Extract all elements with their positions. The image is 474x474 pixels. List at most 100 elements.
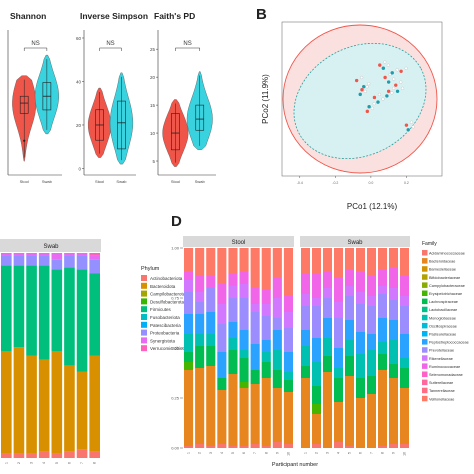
bar-segment (334, 368, 343, 378)
bar-segment (217, 444, 227, 448)
bar-segment (195, 346, 205, 368)
legend-swatch (422, 282, 428, 288)
swab-point (386, 80, 391, 84)
bar-segment (228, 374, 238, 446)
point-label-marker (399, 80, 403, 84)
bar-segment (239, 350, 249, 358)
point-label-marker (392, 77, 396, 81)
violin-title: Faith's PD (154, 11, 195, 21)
bar-segment (400, 358, 409, 368)
bar-segment (261, 362, 271, 378)
legend-swatch (422, 266, 428, 272)
bar-segment (26, 453, 37, 458)
legend-label: Rikenellaceae (429, 357, 453, 361)
bar-segment (217, 248, 227, 284)
point-label-marker (390, 91, 394, 95)
legend-swatch (422, 363, 428, 369)
bar-segment (345, 446, 354, 448)
bar-segment (312, 248, 321, 274)
swab-point (358, 92, 362, 97)
bar-segment (301, 306, 310, 330)
bar-segment (400, 276, 409, 296)
bar-segment (301, 378, 310, 448)
bar-segment (64, 451, 75, 458)
bar-segment (228, 322, 238, 338)
bar-segment (389, 300, 398, 320)
bar-segment (261, 248, 271, 290)
bar-segment (1, 265, 12, 352)
bar-segment (345, 376, 354, 446)
bar-segment (283, 444, 293, 448)
bar-segment (228, 446, 238, 448)
bar-segment (400, 388, 409, 444)
bar-segment (250, 444, 260, 448)
bar-segment (184, 352, 194, 362)
bar-segment (367, 394, 376, 448)
x-tick-label: 0.0 (368, 181, 373, 185)
bar-segment (38, 253, 50, 256)
bar-segment (89, 273, 100, 356)
legend-label: Bacteroidota (150, 284, 176, 289)
point-label-marker (400, 86, 405, 90)
bar-segment (51, 351, 63, 454)
bar-segment (400, 334, 409, 358)
x-tick-label: Stool (95, 179, 104, 184)
bar-segment (283, 380, 293, 392)
point-label-marker (404, 66, 408, 70)
bar-segment (283, 392, 293, 444)
point-label-marker (383, 60, 387, 64)
x-tick-label: 2 (315, 452, 319, 454)
legend-label: Erysipelotrichaceae (429, 292, 462, 296)
legend-title: Phylum (141, 266, 160, 272)
bar-segment (389, 268, 398, 288)
legend-label: Patescibacteria (150, 323, 181, 328)
bar-segment (378, 370, 387, 446)
bar-segment (184, 248, 194, 272)
bar-segment (272, 442, 282, 448)
bar-segment (76, 269, 88, 372)
legend-label: Veillonellaceae (429, 397, 454, 401)
bar-segment (389, 248, 398, 268)
bar-segment (239, 382, 249, 388)
bar-segment (89, 355, 100, 452)
bar-segment (345, 248, 354, 270)
significance-label: NS (106, 41, 114, 47)
bar-segment (272, 350, 282, 370)
bar-segment (261, 304, 271, 316)
bar-segment (195, 334, 205, 346)
panel-d-family-bars: 0.00 0.25 0.50 0.75 1.00 Stool 1 2 3 4 5 6 7 8 9 10 Swab… (171, 236, 469, 468)
bar-segment (334, 278, 343, 302)
bar-segment (378, 318, 387, 342)
x-tick-label: 4 (220, 452, 224, 454)
bar-segment (195, 368, 205, 444)
stool-point (365, 109, 370, 114)
bar-segment (323, 338, 332, 356)
swab-point (406, 128, 410, 132)
x-tick-label: 2 (17, 462, 21, 464)
bar-segment (228, 338, 238, 350)
bar-segment (283, 296, 293, 312)
bar-segment (345, 340, 354, 356)
legend-label: Selenomonadaceae (429, 373, 463, 377)
bar-segment (195, 302, 205, 314)
legend-swatch (422, 331, 428, 337)
bar-segment (389, 444, 398, 448)
legend-label: Lachnospiraceae (429, 300, 458, 304)
bar-segment (13, 347, 25, 454)
bar-segment (345, 320, 354, 340)
outlier-point (23, 139, 26, 142)
bar-segment (323, 272, 332, 288)
bar-segment (378, 294, 387, 318)
bar-segment (301, 346, 310, 366)
point-label-marker (386, 63, 390, 67)
bar-segment (184, 314, 194, 334)
y-tick-label: 0.00 (171, 446, 180, 451)
legend-label: Fusobacteriota (150, 315, 180, 320)
legend-swatch (422, 290, 428, 296)
bar-segment (195, 292, 205, 302)
legend-swatch (422, 314, 428, 321)
x-tick-label: 8 (93, 462, 97, 464)
significance-label: NS (183, 41, 191, 47)
facet-strip-label: Swab (347, 240, 363, 246)
bar-segment (312, 362, 321, 386)
